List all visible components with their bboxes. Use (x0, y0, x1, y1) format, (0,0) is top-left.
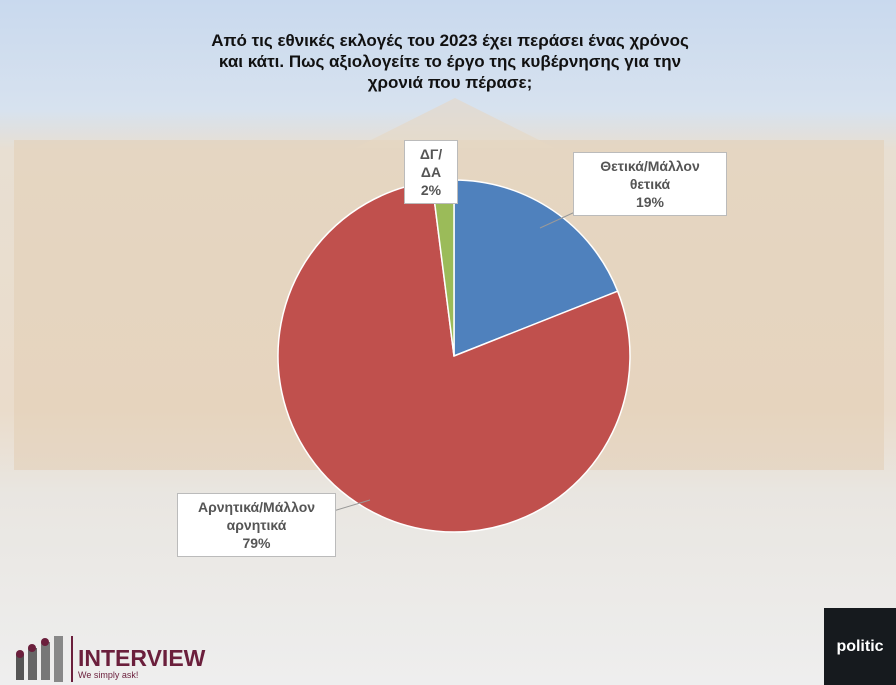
label-positive: Θετικά/Μάλλον θετικά 19% (573, 152, 727, 216)
label-negative: Αρνητικά/Μάλλον αρνητικά 79% (177, 493, 336, 557)
leader-line-1 (329, 499, 371, 513)
label-dk-na: ΔΓ/ΔΑ 2% (404, 140, 458, 204)
pie-slice-1 (277, 180, 631, 533)
interview-logo-icon (16, 636, 73, 682)
chart-title: Από τις εθνικές εκλογές του 2023 έχει πε… (211, 31, 689, 92)
interview-logo-text: INTERVIEW (78, 645, 206, 671)
politic-logo: politic (824, 608, 896, 685)
leader-line-0 (539, 211, 576, 229)
pie-slice-0 (453, 179, 619, 358)
interview-tagline: We simply ask! (78, 670, 139, 680)
